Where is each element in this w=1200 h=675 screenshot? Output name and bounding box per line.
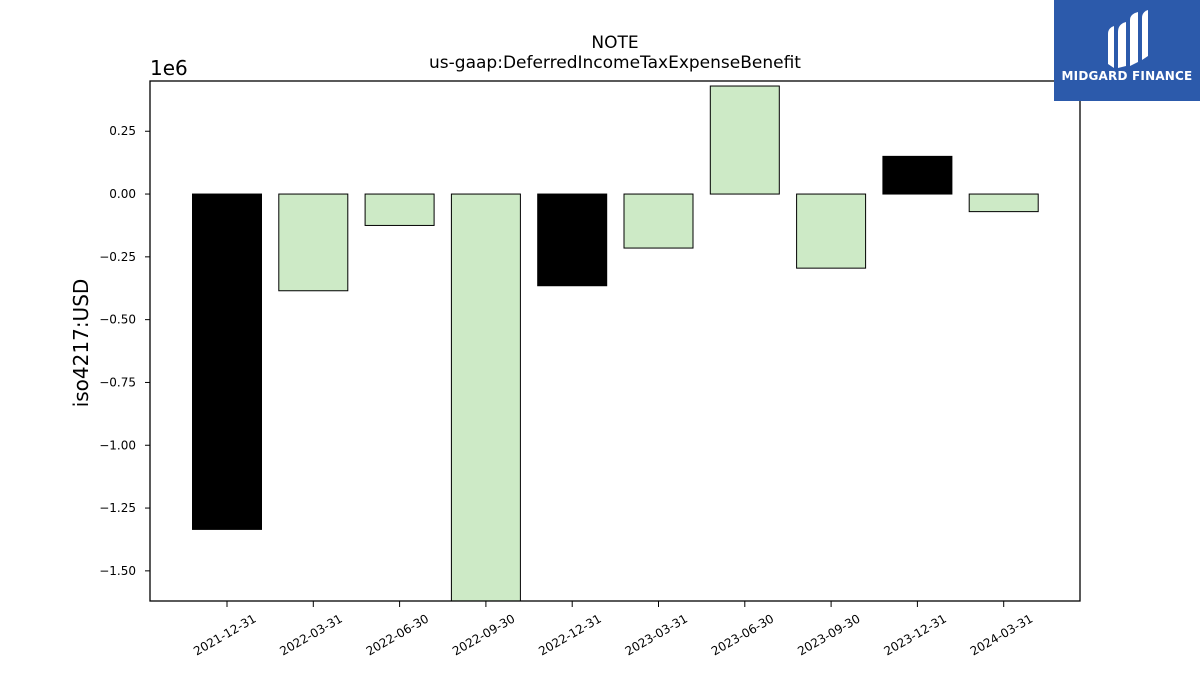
bar-2022-12-31: [537, 193, 608, 287]
y-tick-label: 0.00: [109, 187, 136, 201]
x-tick-label: 2024-03-31: [968, 611, 1035, 658]
y-tick-label: −1.00: [99, 438, 136, 452]
bar-2023-03-31: [623, 193, 694, 249]
y-tick-label: −1.25: [99, 501, 136, 515]
bar-2024-03-31: [968, 193, 1039, 213]
logo-mark-icon: [1108, 10, 1148, 68]
bar-2021-12-31: [192, 193, 262, 530]
y-scale-label: 1e6: [150, 56, 188, 80]
y-tick-label: −1.50: [99, 564, 136, 578]
bar-2022-09-30: [450, 193, 521, 602]
bar-2023-06-30: [709, 85, 780, 195]
y-tick-label: 0.25: [109, 124, 136, 138]
x-tick-label: 2023-06-30: [709, 611, 776, 658]
chart-subtitle: us-gaap:DeferredIncomeTaxExpenseBenefit: [429, 53, 801, 73]
x-tick-label: 2023-03-31: [623, 611, 690, 658]
y-tick-label: −0.50: [99, 313, 136, 327]
x-tick-label: 2023-09-30: [795, 611, 862, 658]
bar-2022-06-30: [364, 193, 435, 226]
x-tick-label: 2023-12-31: [881, 611, 948, 658]
bar-2022-03-31: [278, 193, 349, 292]
y-axis-label: iso4217:USD: [69, 279, 93, 408]
chart-title: NOTE: [591, 33, 638, 53]
y-ticks-group: 0.25 0.00 −0.25 −0.50 −0.75 −1.00 −1.25 −1.50: [99, 124, 150, 578]
bars-group: [192, 85, 1039, 602]
x-tick-label: 2022-06-30: [364, 611, 431, 658]
x-tick-label: 2021-12-31: [191, 611, 258, 658]
plot-frame: [149, 80, 1081, 602]
company-logo: MIDGARD FINANCE: [1054, 0, 1200, 101]
x-ticks-group: 2021-12-31 2022-03-31 2022-06-30 2022-09-30…: [191, 601, 1035, 658]
y-tick-label: −0.25: [99, 250, 136, 264]
x-tick-label: 2022-09-30: [450, 611, 517, 658]
y-tick-label: −0.75: [99, 375, 136, 389]
logo-text: MIDGARD FINANCE: [1061, 69, 1193, 83]
bar-2023-12-31: [882, 155, 953, 195]
x-tick-label: 2022-12-31: [536, 611, 603, 658]
bar-2023-09-30: [796, 193, 867, 269]
x-tick-label: 2022-03-31: [277, 611, 344, 658]
